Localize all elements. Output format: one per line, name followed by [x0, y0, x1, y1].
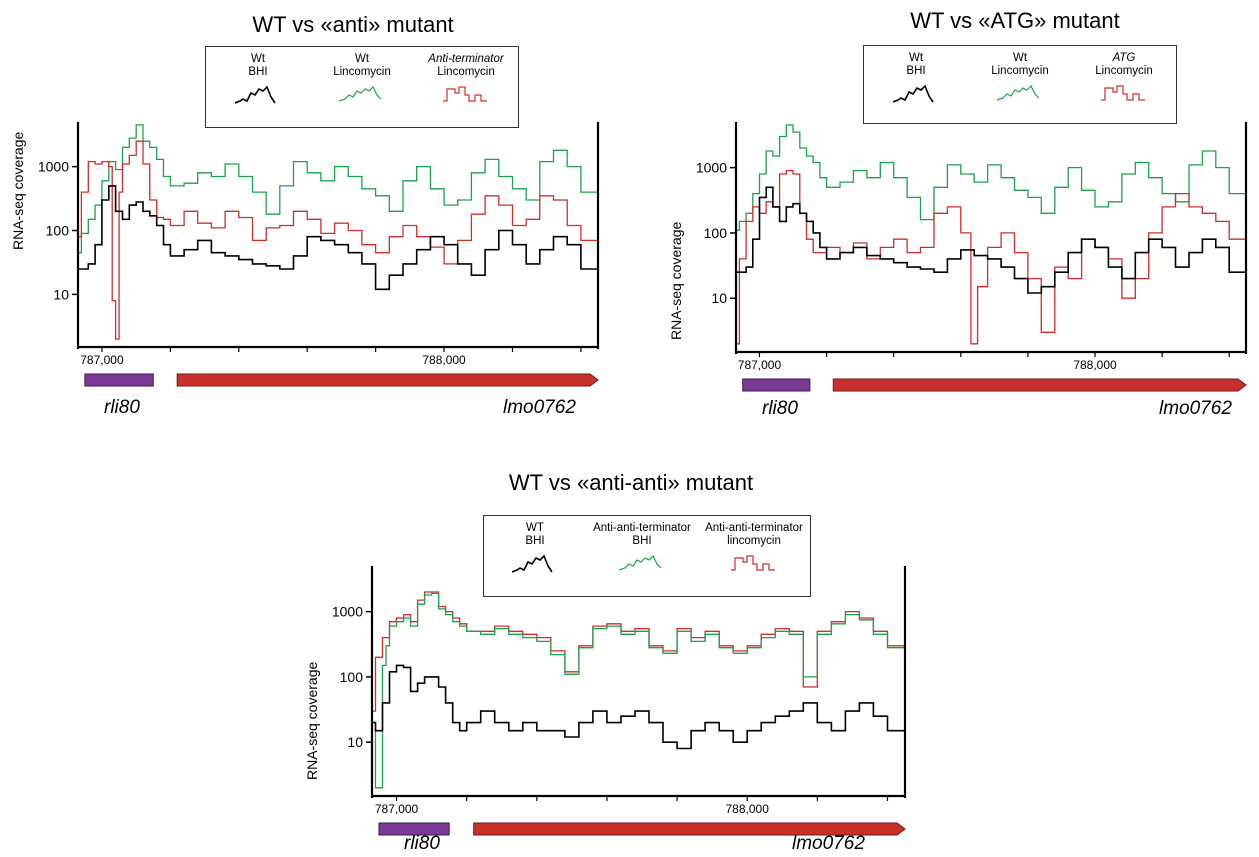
gene-label-lmo0762: lmo0762	[792, 833, 865, 854]
coverage-plot: 10 100 1000 787,000 788,000	[696, 122, 1248, 392]
y-tick-label: 1000	[332, 604, 363, 620]
legend-label-line2: Lincomycin	[991, 65, 1049, 77]
legend-label-line1: Wt	[1012, 52, 1028, 64]
legend-label-line2: BHI	[906, 65, 926, 77]
y-tick-label: 10	[53, 286, 69, 302]
y-tick-label: 100	[340, 669, 364, 685]
x-tick-label: 788,000	[1073, 358, 1117, 372]
y-tick-label: 1000	[696, 160, 727, 176]
legend-item: ATG Lincomycin	[1072, 52, 1176, 106]
y-tick-label: 1000	[38, 159, 69, 175]
legend-swatch-black	[235, 85, 276, 104]
coverage-plot: 10 100 1000 787,000 788,000	[38, 122, 600, 387]
y-tick-label: 100	[704, 225, 728, 241]
legend-label-line1: Wt	[354, 53, 370, 65]
legend-label-line1: Anti-anti-terminator	[705, 522, 803, 534]
legend-label-line2: BHI	[632, 535, 652, 547]
coverage-series-line	[736, 186, 1247, 294]
legend-swatch-green	[619, 554, 662, 571]
gene-label-rli80: rli80	[762, 398, 798, 419]
legend-label-line2: BHI	[248, 66, 268, 78]
legend: WT BHI Anti-anti-terminator BHI Anti-ant…	[483, 515, 811, 597]
legend-swatch-red	[1101, 85, 1145, 101]
gene-bar-lmo0762	[176, 373, 599, 387]
gene-bar-rli80	[84, 373, 154, 387]
coverage-series-line	[736, 124, 1247, 231]
gene-label-lmo0762: lmo0762	[503, 397, 576, 418]
y-tick-label: 10	[347, 734, 363, 750]
legend-label-line2: BHI	[525, 535, 545, 547]
y-tick-label: 10	[711, 290, 727, 306]
x-tick-label: 788,000	[726, 802, 770, 816]
legend: Wt BHI Wt Lincomycin Anti-terminator Lin…	[205, 46, 519, 128]
legend-swatch-black	[512, 554, 553, 573]
legend-item: Anti-anti-terminator lincomycin	[698, 522, 810, 576]
legend-swatch-green	[997, 84, 1040, 101]
legend-label-line2: Lincomycin	[333, 66, 391, 78]
x-tick-label: 788,000	[422, 353, 466, 367]
gene-bar-rli80	[378, 822, 450, 836]
coverage-series-line	[372, 591, 905, 712]
y-tick-label: 100	[46, 223, 70, 239]
legend-item: Wt BHI	[206, 53, 310, 107]
legend-label-line1: Wt	[908, 52, 924, 64]
gene-label-lmo0762: lmo0762	[1159, 398, 1232, 419]
chart-title: WT vs «anti» mutant	[252, 12, 454, 37]
legend-label-line1: Anti-terminator	[428, 53, 504, 65]
gene-label-rli80: rli80	[404, 833, 440, 854]
legend-item: Anti-terminator Lincomycin	[414, 53, 518, 107]
legend-label-line1: Anti-anti-terminator	[593, 522, 691, 534]
gene-bar-lmo0762	[832, 378, 1247, 392]
legend-swatch-red	[443, 86, 487, 102]
chart-title: WT vs «anti-anti» mutant	[508, 470, 754, 495]
gene-label-rli80: rli80	[104, 397, 140, 418]
chart-title: WT vs «ATG» mutant	[910, 8, 1120, 33]
legend-label-line1: Wt	[250, 53, 266, 65]
legend-label-line2: lincomycin	[727, 535, 781, 547]
legend-swatch-black	[893, 84, 934, 103]
legend-label-line2: Lincomycin	[1095, 65, 1153, 77]
legend-label-line1: WT	[526, 522, 544, 534]
coverage-series-line	[78, 124, 599, 254]
legend-item: Anti-anti-terminator BHI	[586, 522, 698, 576]
coverage-series-line	[372, 592, 905, 789]
legend-item: Wt Lincomycin	[310, 53, 414, 107]
gene-bar-rli80	[742, 378, 811, 392]
coverage-series-line	[78, 185, 599, 291]
legend: Wt BHI Wt Lincomycin ATG Lincomycin	[863, 45, 1177, 124]
legend-item: Wt Lincomycin	[968, 52, 1072, 106]
coverage-series-line	[372, 664, 906, 750]
x-tick-label: 787,000	[738, 358, 782, 372]
coverage-series-line	[78, 140, 598, 340]
gene-bar-lmo0762	[473, 822, 906, 836]
legend-item: Wt BHI	[864, 52, 968, 106]
legend-swatch-green	[339, 85, 382, 102]
x-tick-label: 787,000	[80, 353, 124, 367]
legend-label-line1: ATG	[1112, 52, 1136, 64]
legend-swatch-red	[731, 555, 775, 571]
legend-item: WT BHI	[484, 522, 586, 576]
legend-label-line2: Lincomycin	[437, 66, 495, 78]
x-tick-label: 787,000	[375, 802, 419, 816]
